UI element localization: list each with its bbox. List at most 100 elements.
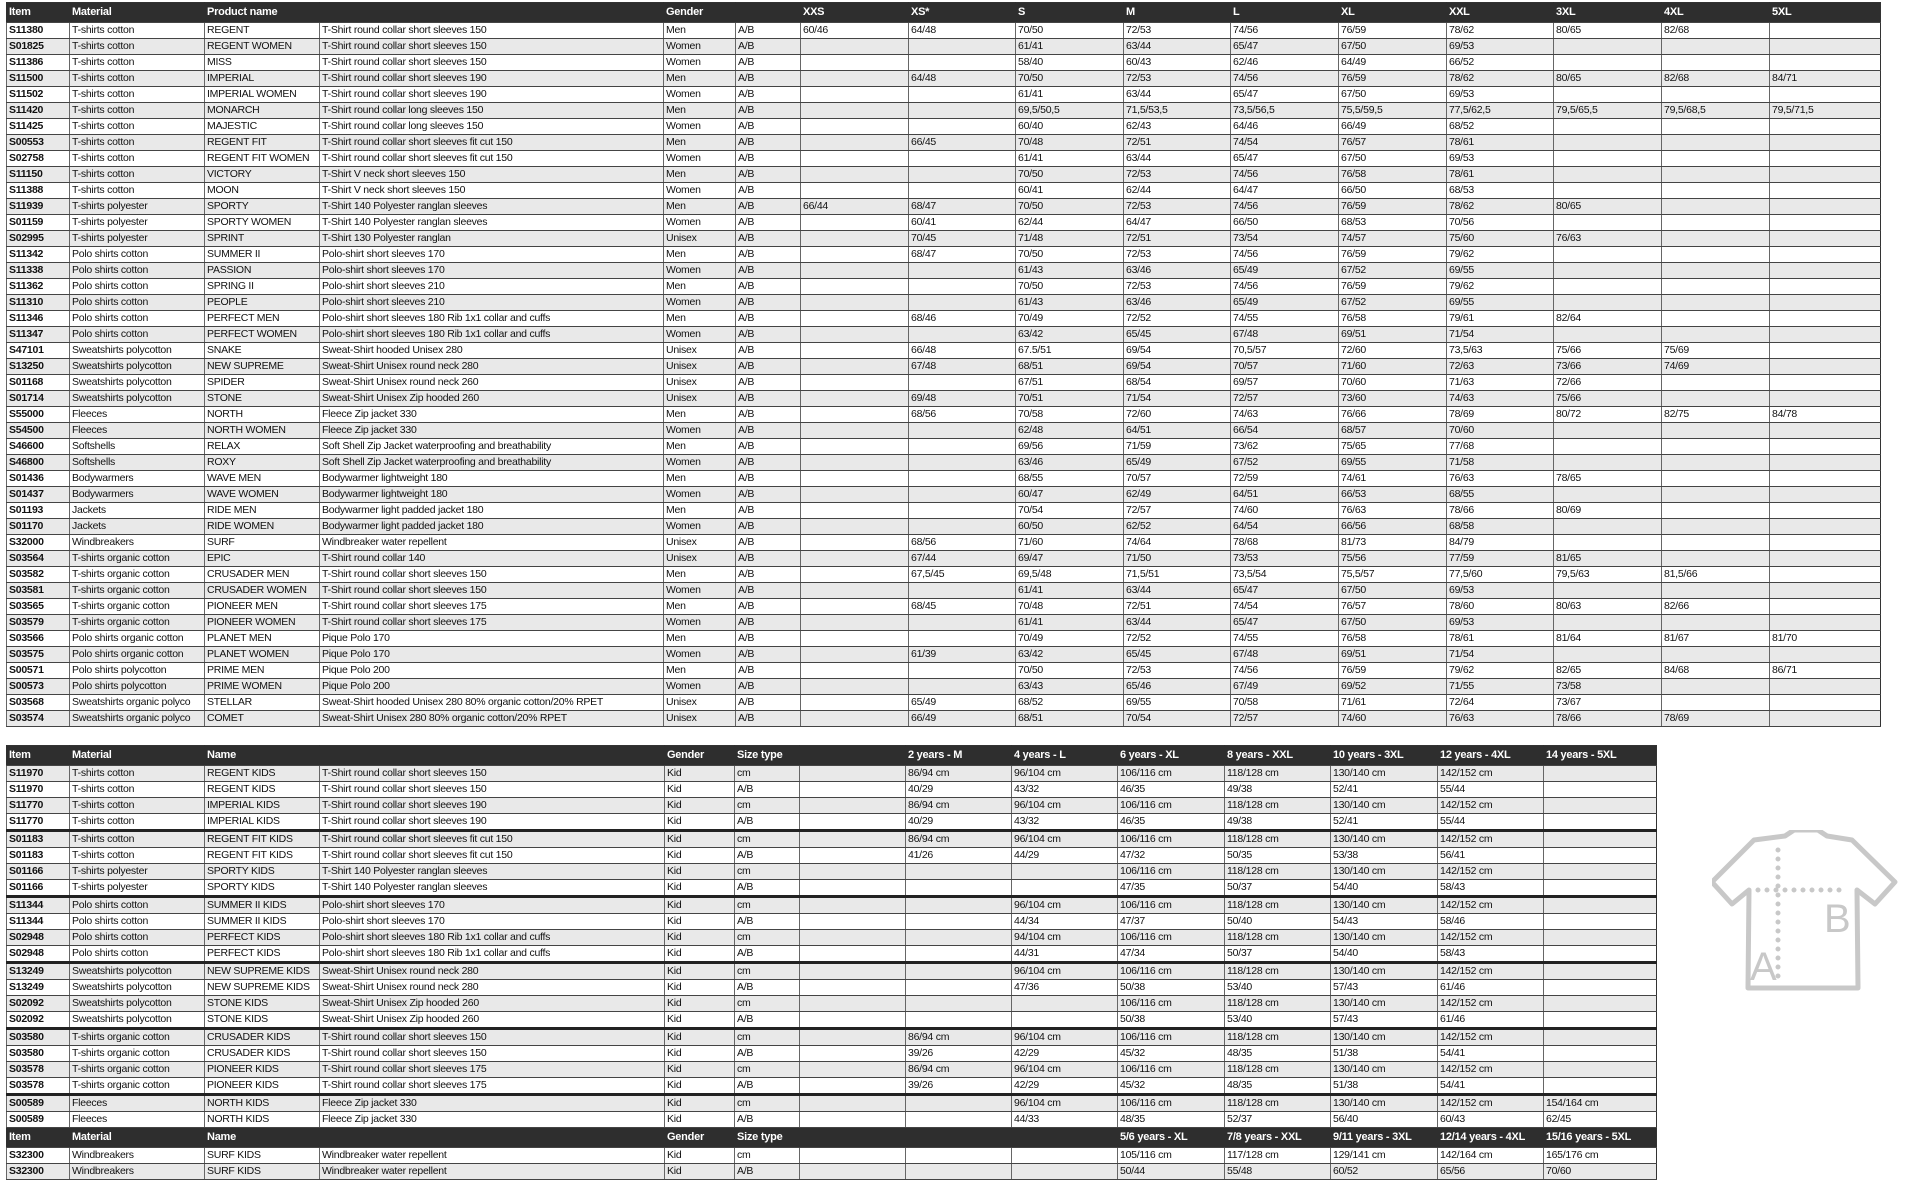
cell-description: Polo-shirt short sleeves 180 Rib 1x1 col… bbox=[319, 929, 665, 946]
cell-size-8 bbox=[1553, 182, 1662, 199]
cell-size-type: A/B bbox=[735, 150, 801, 167]
cell-size-10: 86/71 bbox=[1769, 662, 1881, 679]
cell-gender: Men bbox=[663, 662, 736, 679]
cell-size-7: 55/44 bbox=[1437, 781, 1544, 798]
cell-size-8 bbox=[1543, 896, 1657, 914]
cell-size-5: 67/48 bbox=[1230, 326, 1339, 343]
cell-size-2: 64/48 bbox=[908, 70, 1016, 87]
cell-size-5: 118/128 cm bbox=[1224, 765, 1331, 782]
cell-item: S00589 bbox=[6, 1094, 70, 1112]
cell-gender: Unisex bbox=[663, 534, 736, 551]
cell-gender: Kid bbox=[664, 1011, 735, 1030]
cell-material: T-shirts polyester bbox=[69, 230, 205, 247]
cell-gender: Women bbox=[663, 54, 736, 71]
cell-size-3: 67/51 bbox=[1015, 374, 1124, 391]
cell-size-type: A/B bbox=[735, 182, 801, 199]
cell-size-5: 74/56 bbox=[1230, 662, 1339, 679]
cell-size-9 bbox=[1661, 150, 1770, 167]
column-header-item: Item bbox=[6, 2, 70, 23]
cell-material: Windbreakers bbox=[69, 1163, 205, 1180]
column-header-size-1: XXS bbox=[800, 2, 909, 23]
cell-size-7: 77,5/62,5 bbox=[1446, 102, 1554, 119]
cell-size-9 bbox=[1661, 518, 1770, 535]
cell-item: S03582 bbox=[6, 566, 70, 583]
cell-size-10 bbox=[1769, 390, 1881, 407]
cell-size-5: 73/54 bbox=[1230, 230, 1339, 247]
cell-gender: Unisex bbox=[663, 230, 736, 247]
cell-product-name: SPORTY bbox=[204, 198, 320, 215]
cell-size-9: 75/69 bbox=[1661, 342, 1770, 359]
cell-size-9 bbox=[1661, 374, 1770, 391]
cell-size-type: A/B bbox=[735, 166, 801, 183]
cell-material: T-shirts organic cotton bbox=[69, 598, 205, 615]
cell-size-6: 73/60 bbox=[1338, 390, 1447, 407]
cell-size-type: A/B bbox=[735, 566, 801, 583]
cell-item: S11939 bbox=[6, 198, 70, 215]
cell-size-6: 130/140 cm bbox=[1330, 1028, 1438, 1046]
cell-product-name: SPIDER bbox=[204, 374, 320, 391]
cell-product-name: STONE KIDS bbox=[204, 995, 320, 1012]
column-header-gender: Gender bbox=[663, 2, 736, 23]
cell-product-name: SPORTY WOMEN bbox=[204, 214, 320, 231]
table-row: S11970 T-shirts cotton REGENT KIDS T-Shirt … bbox=[6, 781, 1657, 798]
cell-size-7: 142/152 cm bbox=[1437, 896, 1544, 914]
cell-size-5: 118/128 cm bbox=[1224, 995, 1331, 1012]
cell-size-4: 48/35 bbox=[1117, 1111, 1225, 1128]
cell-size-10 bbox=[1769, 86, 1881, 103]
cell-size-8: 73/58 bbox=[1553, 678, 1662, 695]
cell-size-5: 70,5/57 bbox=[1230, 342, 1339, 359]
cell-size-type: cm bbox=[734, 896, 800, 914]
cell-item: S03565 bbox=[6, 598, 70, 615]
cell-item: S03579 bbox=[6, 614, 70, 631]
cell-description: T-Shirt 130 Polyester ranglan bbox=[319, 230, 664, 247]
cell-size-type: A/B bbox=[735, 502, 801, 519]
cell-description: T-Shirt round collar short sleeves 175 bbox=[319, 614, 664, 631]
table-row: S03581 T-shirts organic cotton CRUSADER WO… bbox=[6, 582, 1881, 599]
cell-size-1 bbox=[799, 913, 906, 930]
cell-size-type: cm bbox=[734, 995, 800, 1012]
cell-gender: Women bbox=[663, 614, 736, 631]
cell-size-8: 78/65 bbox=[1553, 470, 1662, 487]
cell-size-8 bbox=[1553, 422, 1662, 439]
cell-size-5: 118/128 cm bbox=[1224, 1094, 1331, 1112]
table-row: S55000 Fleeces NORTH Fleece Zip jacket 330 M… bbox=[6, 406, 1881, 423]
cell-size-8: 79,5/65,5 bbox=[1553, 102, 1662, 119]
cell-size-7: 54/41 bbox=[1437, 1045, 1544, 1062]
cell-size-7: 142/164 cm bbox=[1437, 1147, 1544, 1164]
cell-size-1 bbox=[800, 614, 909, 631]
cell-size-9 bbox=[1661, 326, 1770, 343]
cell-description: T-Shirt V neck short sleeves 150 bbox=[319, 182, 664, 199]
cell-material: Sweatshirts polycotton bbox=[69, 979, 205, 996]
table-row: S11380 T-shirts cotton REGENT T-Shirt round… bbox=[6, 22, 1881, 39]
cell-description: T-Shirt round collar short sleeves 175 bbox=[319, 1077, 665, 1096]
table-row: S01714 Sweatshirts polycotton STONE Sweat-S… bbox=[6, 390, 1881, 407]
cell-product-name: PERFECT WOMEN bbox=[204, 326, 320, 343]
cell-size-4: 72/53 bbox=[1123, 22, 1231, 39]
cell-size-1 bbox=[800, 54, 909, 71]
cell-size-type: A/B bbox=[735, 230, 801, 247]
cell-item: S01170 bbox=[6, 518, 70, 535]
cell-size-7: 77,5/60 bbox=[1446, 566, 1554, 583]
cell-size-1 bbox=[800, 374, 909, 391]
cell-size-4: 71,5/53,5 bbox=[1123, 102, 1231, 119]
cell-product-name: MAJESTIC bbox=[204, 118, 320, 135]
table-row: S11150 T-shirts cotton VICTORY T-Shirt V ne… bbox=[6, 166, 1881, 183]
cell-size-6: 76/59 bbox=[1338, 278, 1447, 295]
cell-size-2: 67,5/45 bbox=[908, 566, 1016, 583]
cell-size-1 bbox=[799, 1163, 906, 1180]
cell-size-9: 82/68 bbox=[1661, 70, 1770, 87]
cell-size-2 bbox=[905, 1163, 1012, 1180]
cell-size-10 bbox=[1769, 342, 1881, 359]
cell-gender: Women bbox=[663, 86, 736, 103]
cell-size-4: 106/116 cm bbox=[1117, 995, 1225, 1012]
cell-size-type: A/B bbox=[735, 374, 801, 391]
cell-size-1 bbox=[799, 929, 906, 946]
table-row: S03574 Sweatshirts organic polyco COMET Swe… bbox=[6, 710, 1881, 727]
cell-size-6: 64/49 bbox=[1338, 54, 1447, 71]
column-header-size-type bbox=[735, 2, 801, 23]
cell-size-1 bbox=[799, 781, 906, 798]
column-header-product-name: Product name bbox=[204, 2, 320, 23]
table-row: S01183 T-shirts cotton REGENT FIT KIDS T-Sh… bbox=[6, 847, 1657, 864]
cell-size-4: 72/53 bbox=[1123, 278, 1231, 295]
cell-size-4: 63/44 bbox=[1123, 86, 1231, 103]
